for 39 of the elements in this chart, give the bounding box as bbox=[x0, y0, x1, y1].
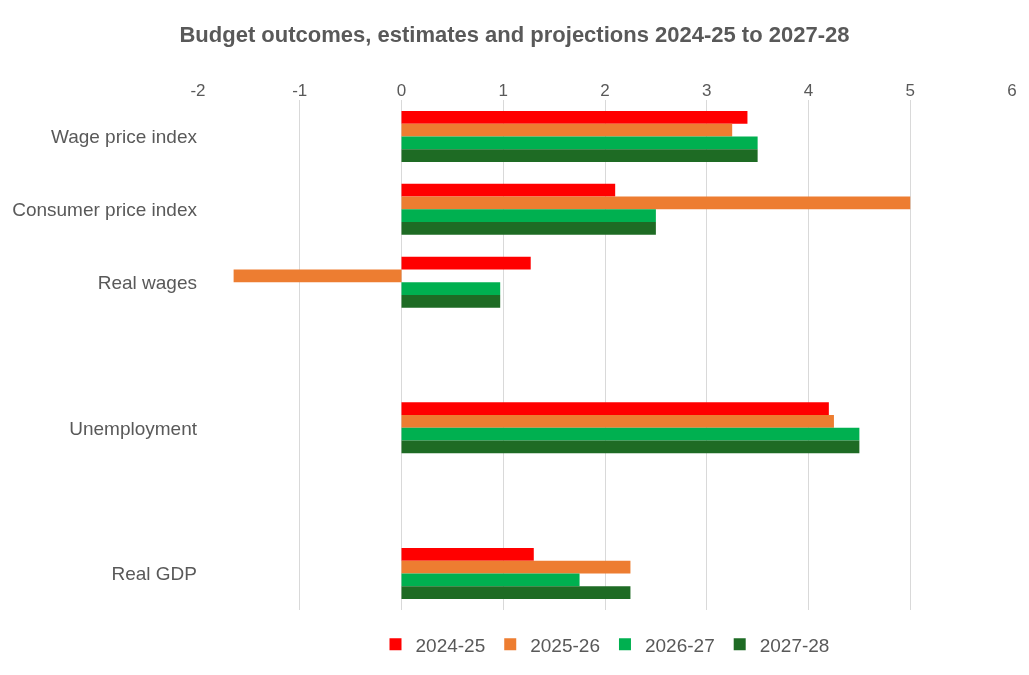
bar bbox=[401, 427, 860, 441]
bar bbox=[401, 282, 501, 295]
legend-label: 2025-26 bbox=[530, 634, 600, 656]
y-tick-label: Wage price index bbox=[50, 126, 198, 148]
bar bbox=[401, 183, 616, 197]
bar bbox=[401, 440, 860, 454]
bar bbox=[401, 415, 834, 428]
y-tick-label: Consumer price index bbox=[12, 198, 198, 220]
x-tick-label: 5 bbox=[905, 80, 915, 100]
bar bbox=[401, 294, 501, 308]
bar bbox=[401, 196, 911, 210]
x-tick-label: 1 bbox=[498, 80, 508, 100]
legend-label: 2026-27 bbox=[644, 634, 715, 656]
bar bbox=[401, 123, 733, 137]
bar bbox=[233, 269, 402, 283]
legend-label: 2024-25 bbox=[415, 634, 486, 656]
y-tick-label: Unemployment bbox=[69, 417, 198, 439]
bar bbox=[401, 586, 631, 600]
y-tick-label: Real GDP bbox=[111, 563, 197, 585]
x-tick-label: -1 bbox=[292, 80, 308, 100]
x-tick-label: 0 bbox=[396, 80, 407, 100]
x-tick-label: 4 bbox=[803, 80, 814, 100]
x-tick-label: 6 bbox=[1007, 80, 1017, 100]
chart-title: Budget outcomes, estimates and projections 2024-25 to 2027-28 bbox=[179, 22, 850, 48]
y-tick-label: Real wages bbox=[97, 271, 197, 293]
bar bbox=[401, 110, 748, 124]
bar bbox=[401, 560, 631, 574]
bar bbox=[401, 402, 829, 416]
bar bbox=[401, 136, 758, 150]
x-tick-label: -2 bbox=[190, 80, 206, 100]
x-tick-label: 2 bbox=[600, 80, 610, 100]
legend-label: 2027-28 bbox=[759, 634, 830, 656]
x-tick-label: 3 bbox=[702, 80, 712, 100]
bar bbox=[401, 256, 531, 270]
bar bbox=[401, 222, 656, 235]
bar bbox=[401, 149, 758, 162]
bar bbox=[401, 209, 656, 223]
bar bbox=[401, 548, 534, 561]
bar bbox=[401, 573, 580, 587]
